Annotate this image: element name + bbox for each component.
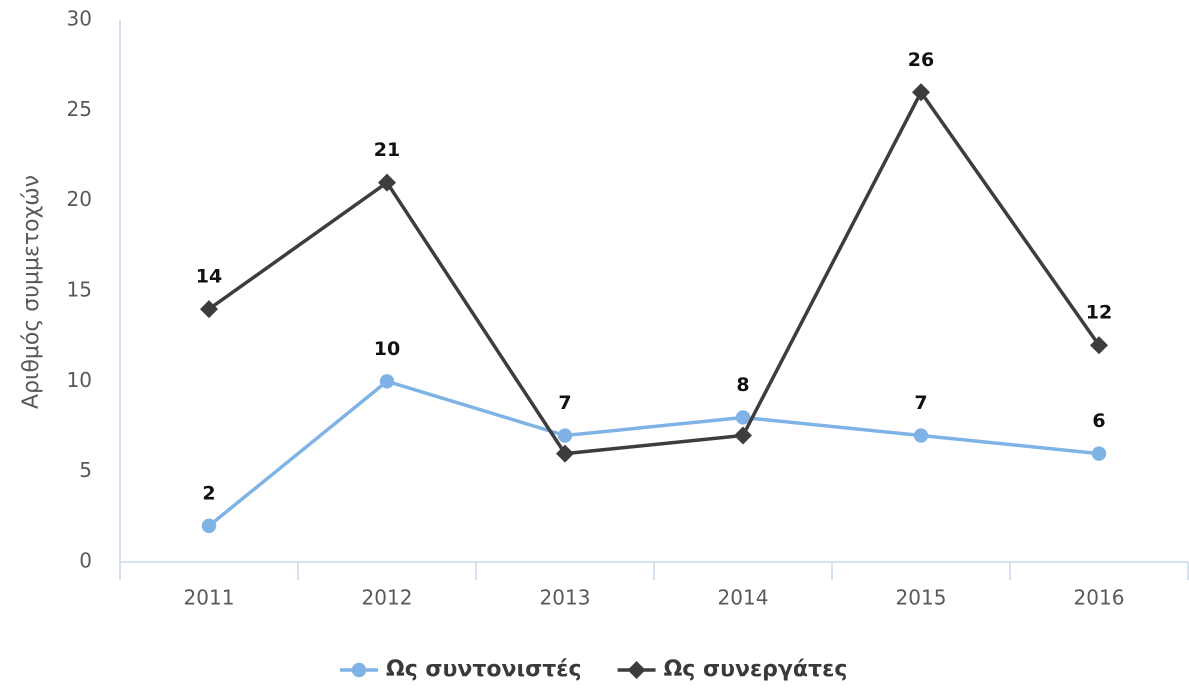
x-tick-label: 2015 bbox=[896, 586, 947, 610]
legend-label: Ως συνεργάτες bbox=[664, 657, 848, 682]
data-label: 8 bbox=[736, 374, 749, 396]
x-tick-label: 2013 bbox=[540, 586, 591, 610]
point bbox=[200, 300, 218, 319]
x-tick-label: 2012 bbox=[362, 586, 413, 610]
y-tick-label: 20 bbox=[67, 187, 92, 211]
point bbox=[556, 444, 574, 463]
point bbox=[735, 410, 751, 425]
line bbox=[207, 88, 1101, 456]
y-tick-label: 15 bbox=[67, 278, 92, 302]
point bbox=[1091, 446, 1107, 461]
point bbox=[912, 83, 930, 102]
y-tick-label: 25 bbox=[67, 97, 92, 121]
x-tick-label: 2016 bbox=[1074, 586, 1125, 610]
data-label: 21 bbox=[374, 139, 400, 161]
y-tick-label: 30 bbox=[67, 7, 92, 31]
data-label: 7 bbox=[914, 392, 927, 414]
point bbox=[913, 428, 929, 443]
point bbox=[351, 662, 367, 678]
data-label: 10 bbox=[374, 338, 400, 360]
line bbox=[207, 379, 1100, 528]
point bbox=[1090, 336, 1108, 355]
x-tick-label: 2011 bbox=[184, 586, 235, 610]
data-label: 7 bbox=[558, 392, 571, 414]
data-label: 12 bbox=[1086, 302, 1112, 324]
y-tick-label: 5 bbox=[79, 458, 92, 482]
data-label: 26 bbox=[908, 49, 934, 71]
point bbox=[201, 518, 217, 534]
x-tick-label: 2014 bbox=[718, 586, 769, 610]
point bbox=[557, 428, 573, 443]
data-label: 2 bbox=[202, 482, 215, 504]
point bbox=[734, 426, 752, 445]
point bbox=[378, 173, 396, 192]
legend-label: Ως συντονιστές bbox=[386, 657, 582, 682]
y-tick-label: 10 bbox=[67, 368, 92, 392]
data-label: 14 bbox=[196, 266, 222, 288]
y-tick-label: 0 bbox=[79, 549, 92, 573]
point bbox=[379, 374, 395, 389]
y-axis-title: Αριθμός συμμετοχών bbox=[19, 175, 44, 409]
point bbox=[627, 661, 646, 679]
data-label: 6 bbox=[1092, 410, 1105, 432]
